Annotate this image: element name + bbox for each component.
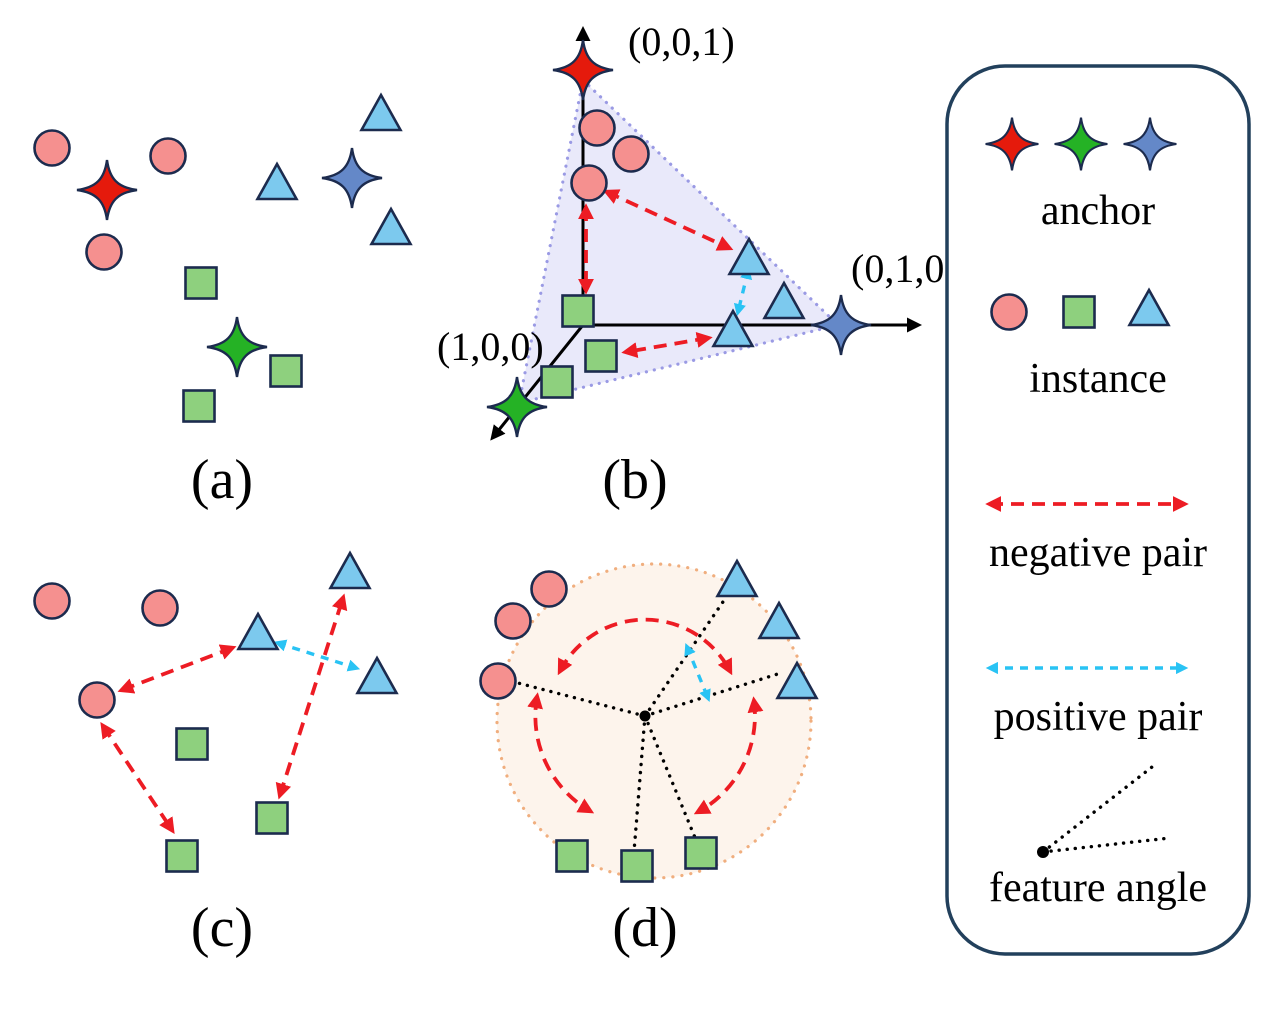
panel-a: (a) [33,93,412,511]
feature-origin-dot [639,710,651,722]
panel-c: (c) [33,551,398,959]
negative-pair-arrow [602,189,734,251]
feature-angle-line [1041,765,1154,854]
instance-square [1062,295,1096,329]
instance-circle [78,681,116,719]
instance-square [255,801,289,835]
legend-label-feature-angle: feature angle [989,865,1207,911]
hypersphere-circle [495,562,813,880]
instance-circle [570,164,608,202]
panel-label-d: (d) [612,897,677,959]
panel-b: (0,0,1) (0,1,0) (1,0,0) (b) [437,19,958,511]
anchor-star-red [75,158,139,222]
positive-pair-arrow [273,639,361,672]
instance-circle [990,293,1028,331]
feature-angle-line [632,714,647,854]
panel-label-b: (b) [602,449,667,511]
panel-label-c: (c) [191,897,253,959]
coord-label-100: (1,0,0) [437,324,544,369]
negative-pair-arc [693,696,764,815]
positive-pair-arrow [733,266,753,317]
feature-angle-line [643,670,786,718]
instance-square [540,365,574,399]
instance-square [175,727,209,761]
instance-circle [612,135,650,173]
instance-circle [530,570,568,608]
instance-triangle [360,93,402,132]
simplex-region [516,76,842,406]
legend-label-instance: instance [1029,356,1167,402]
anchor-star-green [205,315,269,379]
negative-pair-arc [527,692,595,814]
panel-d: (d) [479,559,818,959]
coord-label-001: (0,0,1) [628,19,735,64]
instance-circle [85,233,123,271]
instance-circle [33,129,71,167]
instance-triangle [356,656,398,695]
instance-circle [149,137,187,175]
instance-square [561,294,595,328]
coord-label-010: (0,1,0) [851,246,958,291]
negative-pair-arrow [117,644,237,694]
legend-label-negative-pair: negative pair [989,530,1207,576]
instance-circle [141,589,179,627]
negative-pair-arrow [621,332,713,358]
instance-square [182,389,216,423]
anchor-star-red [551,38,615,102]
negative-pair-arrow [275,593,348,800]
instance-triangle [237,612,279,651]
panel-label-a: (a) [191,449,253,511]
instance-square [684,836,718,870]
feature-origin-dot [1037,846,1049,858]
negative-pair-arrow [100,722,175,834]
instance-circle [494,602,532,640]
instance-circle [578,109,616,147]
instance-square [269,354,303,388]
legend-label-positive-pair: positive pair [994,694,1203,740]
instance-square [584,339,618,373]
anchor-star-blue [809,293,873,357]
instance-square [165,839,199,873]
instance-square [555,839,589,873]
feature-angle-line [643,714,698,842]
anchor-star-blue [320,146,384,210]
instance-triangle [329,551,371,590]
positive-pair-arrow [684,643,711,702]
instance-square [184,266,218,300]
instance-triangle [256,162,298,201]
instance-triangle [716,559,758,598]
legend-label-anchor: anchor [1041,188,1155,234]
instance-circle [33,582,71,620]
feature-angle-line [1041,836,1172,854]
instance-square [620,849,654,883]
negative-pair-arc [557,617,733,676]
legend: anchor instance negative pair positive p… [945,64,1251,956]
instance-triangle [370,207,412,246]
instance-circle [479,662,517,700]
